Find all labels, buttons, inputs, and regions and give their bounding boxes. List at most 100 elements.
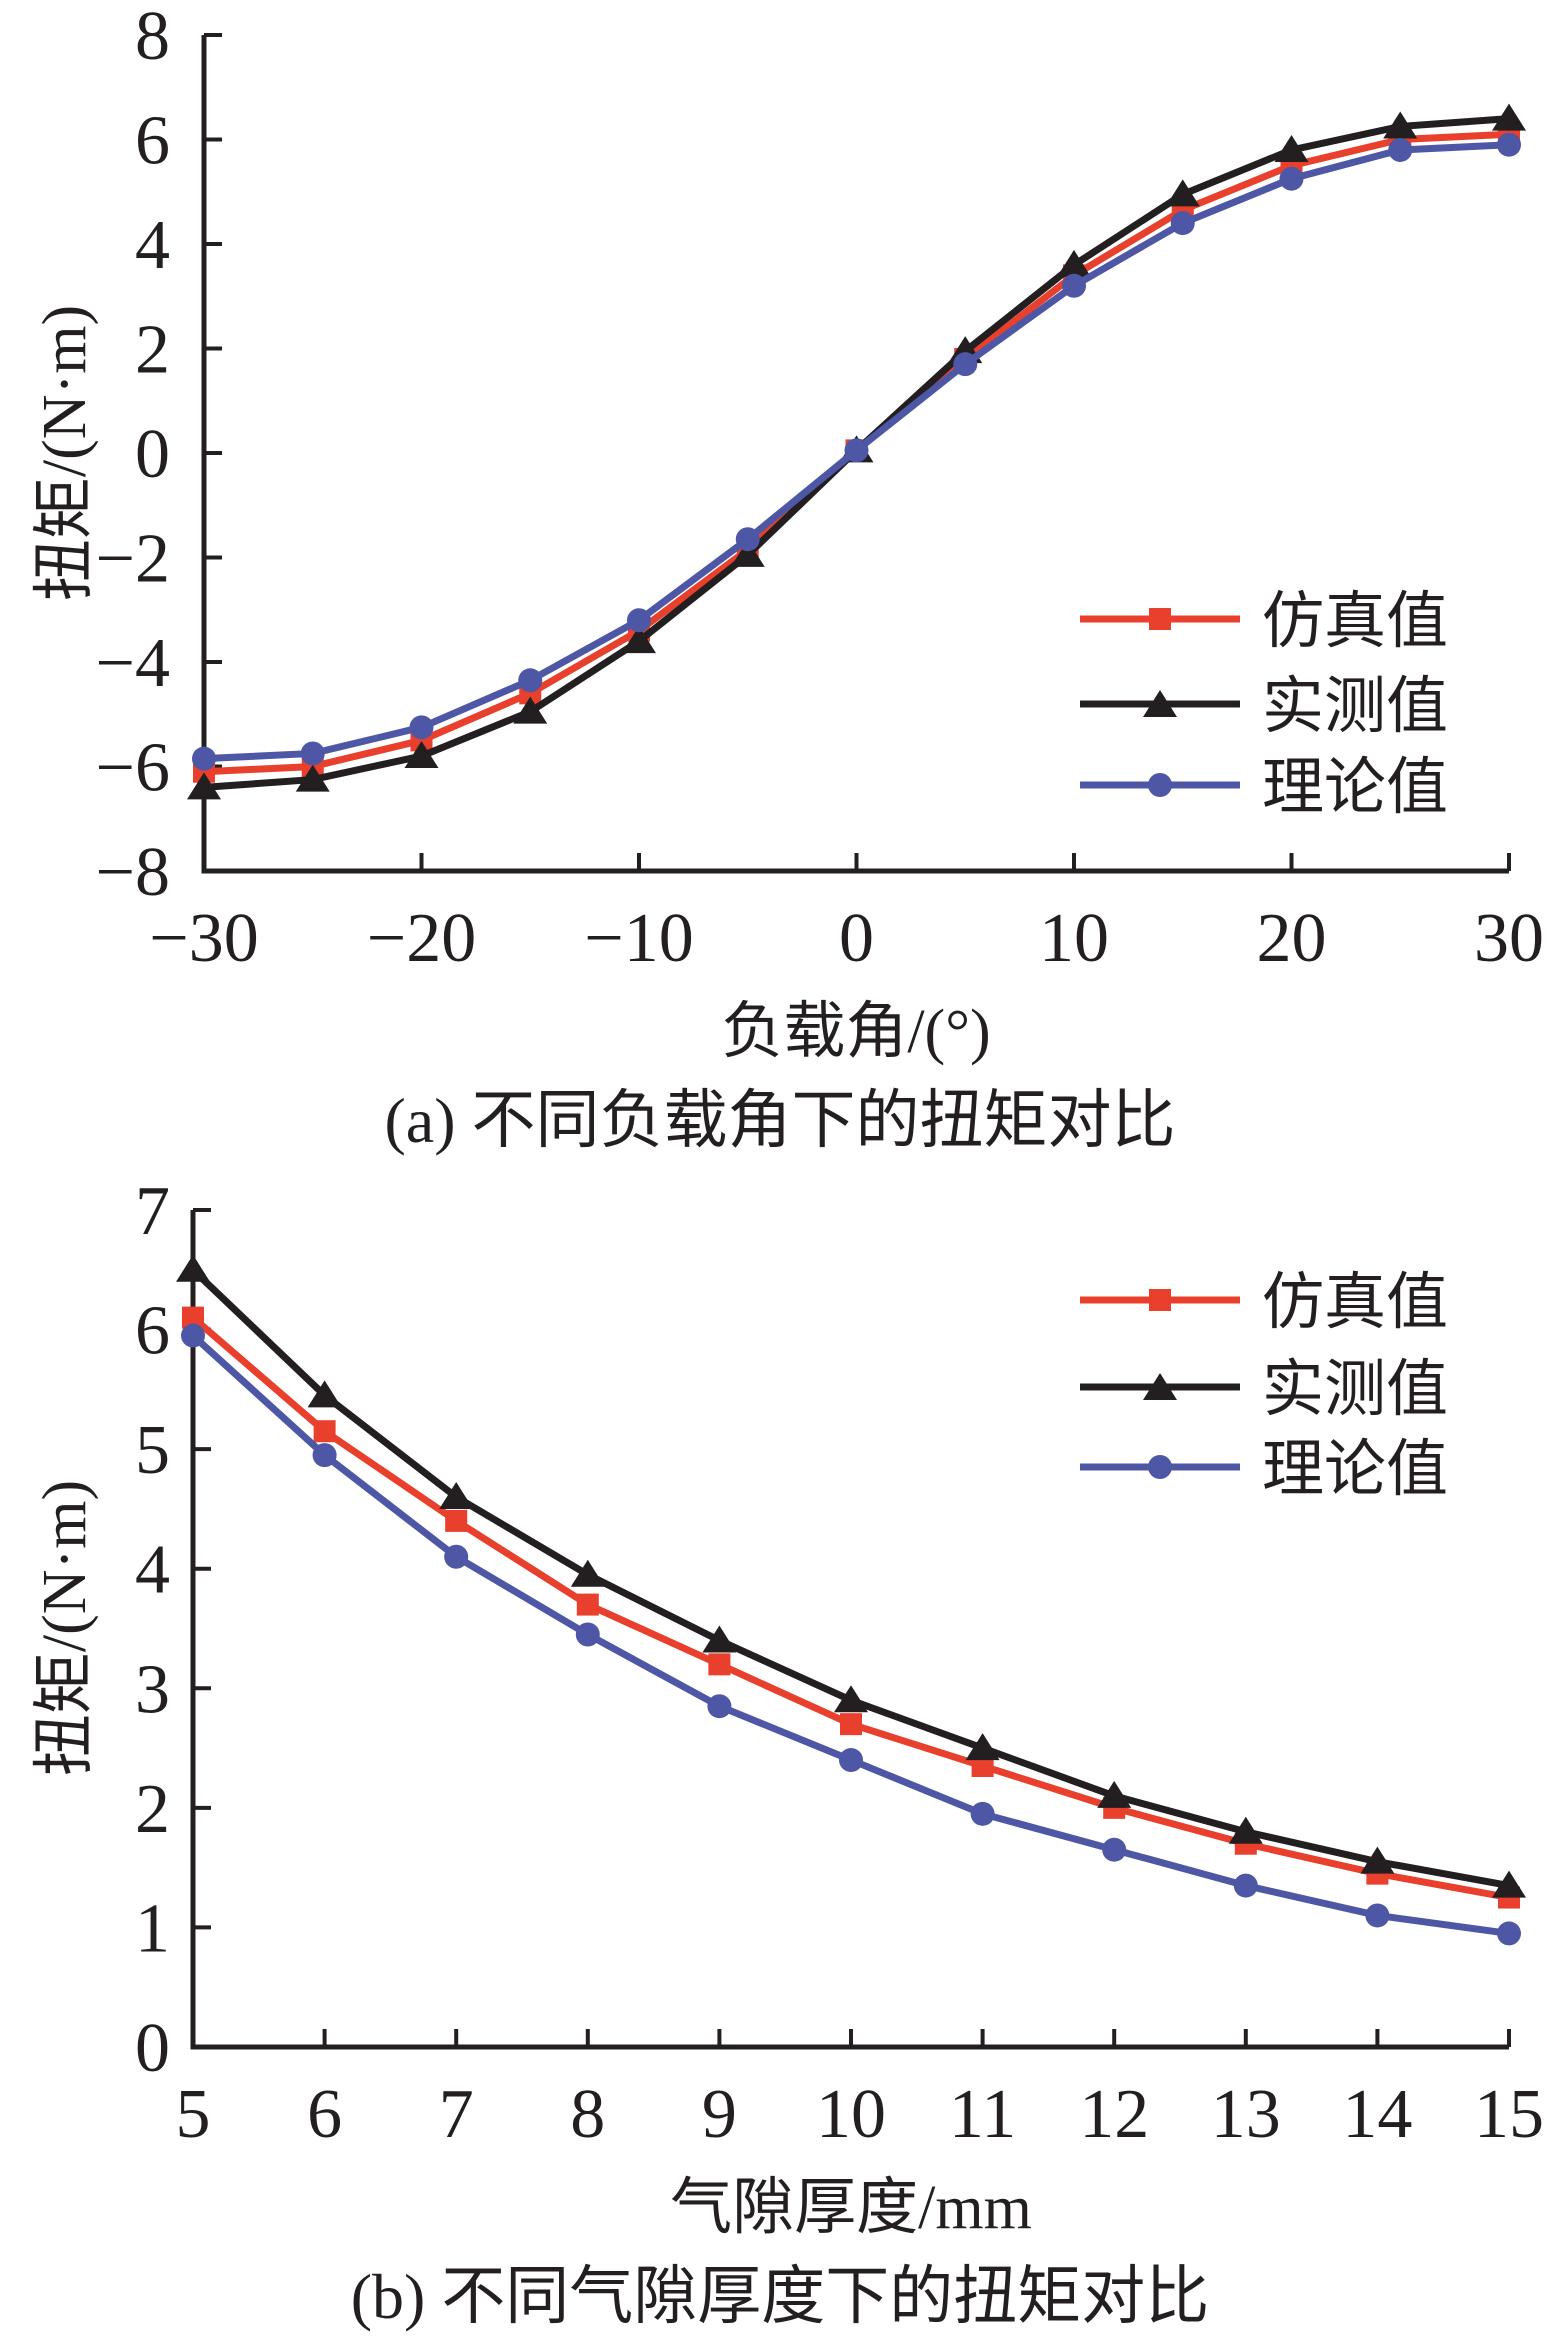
data-point-circle bbox=[1062, 273, 1086, 298]
x-tick-label: 9 bbox=[702, 2076, 737, 2153]
legend-label-simulation: 仿真值 bbox=[1262, 588, 1448, 656]
x-tick-label: −20 bbox=[367, 900, 476, 977]
data-point-circle bbox=[312, 1443, 337, 1468]
legend-circle-marker bbox=[1148, 773, 1172, 797]
data-point-circle bbox=[192, 746, 216, 771]
panel-b-legend: 仿真值 实测值 理论值 bbox=[1080, 1269, 1448, 1504]
data-point-circle bbox=[707, 1694, 732, 1719]
y-tick-label: 0 bbox=[135, 2010, 170, 2087]
data-point-triangle bbox=[1360, 1846, 1395, 1874]
data-point-circle bbox=[970, 1801, 995, 1826]
data-point-circle bbox=[444, 1544, 469, 1569]
y-tick-label: 4 bbox=[135, 207, 170, 284]
panel-b-caption: (b) 不同气隙厚度下的扭矩对比 bbox=[351, 2261, 1210, 2332]
data-point-triangle bbox=[622, 626, 656, 654]
data-point-circle bbox=[1388, 137, 1413, 162]
data-point-circle bbox=[735, 527, 760, 552]
legend-item-simulation: 仿真值 bbox=[1080, 588, 1448, 656]
data-point-triangle bbox=[1492, 103, 1526, 131]
y-tick-label: 1 bbox=[135, 1890, 170, 1967]
y-tick-label: 7 bbox=[135, 1173, 170, 1250]
legend-item-theory: 理论值 bbox=[1080, 754, 1448, 822]
data-point-triangle bbox=[513, 696, 548, 724]
y-tick-label: 3 bbox=[135, 1651, 170, 1728]
data-point-triangle bbox=[702, 1625, 737, 1653]
data-point-triangle bbox=[176, 1254, 210, 1282]
y-tick-label: 0 bbox=[135, 416, 170, 493]
y-tick-label: −6 bbox=[96, 730, 170, 807]
data-point-circle bbox=[627, 608, 651, 633]
data-point-square bbox=[445, 1509, 468, 1532]
legend-label-measured: 实测值 bbox=[1262, 1356, 1448, 1424]
x-tick-label: 8 bbox=[570, 2076, 605, 2153]
x-tick-label: 0 bbox=[839, 900, 874, 977]
legend-label-theory: 理论值 bbox=[1262, 1436, 1448, 1504]
y-tick-label: 8 bbox=[135, 0, 170, 75]
y-tick-label: 6 bbox=[135, 1293, 170, 1370]
data-point-circle bbox=[1497, 132, 1521, 157]
y-tick-label: 2 bbox=[135, 312, 170, 389]
x-tick-label: 15 bbox=[1474, 2076, 1544, 2153]
data-point-circle bbox=[844, 438, 869, 463]
data-point-triangle bbox=[965, 1733, 1000, 1761]
x-tick-label: −10 bbox=[584, 900, 693, 977]
data-point-circle bbox=[1233, 1873, 1258, 1898]
x-tick-label: 10 bbox=[816, 2076, 886, 2153]
y-tick-label: 5 bbox=[135, 1412, 170, 1489]
legend-triangle-marker bbox=[1143, 1373, 1177, 1400]
data-point-triangle bbox=[1492, 1870, 1526, 1898]
data-point-circle bbox=[1102, 1837, 1127, 1862]
data-point-triangle bbox=[1165, 179, 1200, 207]
data-point-triangle bbox=[295, 764, 330, 792]
data-point-square bbox=[576, 1593, 599, 1616]
data-point-circle bbox=[839, 1748, 863, 1773]
data-point-circle bbox=[300, 741, 325, 766]
y-tick-label: −4 bbox=[96, 625, 170, 702]
data-point-triangle bbox=[1097, 1780, 1132, 1808]
data-point-triangle bbox=[439, 1481, 474, 1509]
x-tick-label: 13 bbox=[1211, 2076, 1281, 2153]
data-point-circle bbox=[409, 715, 434, 740]
legend-label-theory: 理论值 bbox=[1262, 754, 1448, 822]
data-point-circle bbox=[1365, 1903, 1390, 1928]
data-point-triangle bbox=[1228, 1816, 1263, 1844]
x-tick-label: −30 bbox=[149, 900, 258, 977]
legend-label-simulation: 仿真值 bbox=[1262, 1269, 1448, 1337]
data-point-square bbox=[971, 1755, 994, 1778]
data-point-triangle bbox=[570, 1559, 605, 1587]
legend-item-measured: 实测值 bbox=[1080, 1356, 1448, 1424]
panel-b-y-axis-label: 扭矩/(N·m) bbox=[31, 1480, 99, 1776]
x-tick-label: 30 bbox=[1474, 900, 1544, 977]
panel-a-y-axis-label: 扭矩/(N·m) bbox=[31, 305, 99, 601]
y-tick-label: 4 bbox=[135, 1532, 170, 1609]
legend-square-marker bbox=[1149, 608, 1171, 630]
data-point-triangle bbox=[1057, 249, 1091, 277]
data-point-triangle bbox=[730, 539, 765, 567]
data-point-triangle bbox=[1274, 134, 1309, 162]
data-point-triangle bbox=[307, 1380, 342, 1408]
data-point-triangle bbox=[187, 772, 221, 800]
data-point-circle bbox=[1170, 211, 1195, 236]
data-point-circle bbox=[953, 352, 978, 377]
x-tick-label: 6 bbox=[307, 2076, 342, 2153]
data-point-triangle bbox=[404, 741, 439, 769]
y-tick-label: 6 bbox=[135, 103, 170, 180]
data-point-circle bbox=[575, 1622, 600, 1647]
legend-item-measured: 实测值 bbox=[1080, 673, 1448, 741]
data-point-circle bbox=[1279, 166, 1304, 191]
x-tick-label: 14 bbox=[1342, 2076, 1412, 2153]
panel-a-series bbox=[187, 103, 1526, 800]
legend-square-marker bbox=[1149, 1289, 1171, 1311]
x-tick-label: 10 bbox=[1039, 900, 1109, 977]
data-point-circle bbox=[181, 1323, 205, 1348]
data-point-triangle bbox=[1383, 111, 1418, 139]
x-tick-label: 12 bbox=[1079, 2076, 1149, 2153]
legend-item-simulation: 仿真值 bbox=[1080, 1269, 1448, 1337]
data-point-square bbox=[840, 1713, 862, 1736]
panel-b-x-axis-label: 气隙厚度/mm bbox=[670, 2174, 1032, 2242]
